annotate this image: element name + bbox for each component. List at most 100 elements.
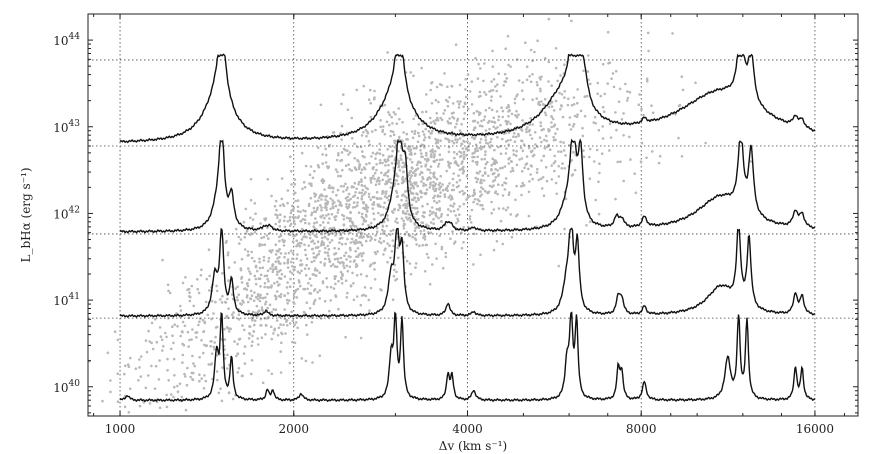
scatter-point bbox=[473, 232, 476, 236]
scatter-point bbox=[309, 284, 313, 287]
scatter-point bbox=[749, 160, 753, 163]
scatter-point bbox=[145, 350, 149, 354]
scatter-point bbox=[221, 366, 224, 369]
scatter-point bbox=[340, 124, 344, 128]
scatter-point bbox=[239, 267, 243, 270]
scatter-point bbox=[484, 153, 487, 157]
scatter-point bbox=[583, 114, 587, 118]
scatter-point bbox=[495, 240, 499, 243]
spectra-lines bbox=[119, 53, 816, 403]
scatter-point bbox=[626, 90, 629, 93]
scatter-point bbox=[396, 175, 400, 178]
scatter-point bbox=[334, 234, 337, 237]
scatter-point bbox=[645, 77, 649, 81]
scatter-point bbox=[369, 181, 373, 184]
scatter-point bbox=[515, 163, 519, 167]
scatter-point bbox=[401, 175, 405, 179]
scatter-point bbox=[385, 224, 389, 228]
scatter-point bbox=[680, 155, 684, 158]
scatter-point bbox=[183, 372, 186, 376]
scatter-point bbox=[173, 323, 176, 327]
scatter-point bbox=[427, 224, 430, 228]
scatter-point bbox=[106, 351, 110, 355]
scatter-point bbox=[355, 295, 359, 298]
scatter-point bbox=[284, 332, 287, 335]
scatter-point bbox=[243, 362, 247, 365]
scatter-point bbox=[359, 171, 363, 175]
scatter-point bbox=[589, 82, 592, 86]
scatter-point bbox=[167, 379, 170, 382]
scatter-point bbox=[476, 155, 480, 159]
scatter-point bbox=[450, 85, 454, 88]
scatter-point bbox=[381, 228, 384, 232]
scatter-point bbox=[480, 119, 483, 123]
scatter-point bbox=[449, 204, 453, 207]
scatter-point bbox=[433, 189, 436, 193]
scatter-point bbox=[153, 387, 157, 391]
scatter-point bbox=[509, 213, 513, 216]
scatter-point bbox=[651, 150, 654, 153]
scatter-point bbox=[420, 143, 424, 147]
scatter-point bbox=[526, 126, 529, 129]
scatter-point bbox=[347, 192, 351, 196]
scatter-point bbox=[607, 61, 610, 65]
scatter-point bbox=[271, 248, 274, 252]
scatter-point bbox=[424, 183, 428, 187]
scatter-point bbox=[253, 202, 257, 205]
scatter-point bbox=[515, 95, 518, 98]
scatter-point bbox=[200, 339, 203, 342]
scatter-point bbox=[436, 116, 439, 120]
scatter-point bbox=[490, 200, 493, 204]
scatter-point bbox=[283, 239, 286, 243]
scatter-point bbox=[510, 235, 514, 239]
scatter-point bbox=[599, 94, 603, 98]
scatter-point bbox=[291, 251, 295, 255]
scatter-point bbox=[336, 211, 340, 214]
scatter-point bbox=[429, 183, 432, 186]
scatter-point bbox=[484, 150, 487, 153]
scatter-point bbox=[161, 258, 164, 262]
scatter-point bbox=[209, 344, 212, 348]
scatter-point bbox=[624, 82, 627, 86]
scatter-point bbox=[519, 185, 523, 188]
scatter-point bbox=[310, 213, 313, 217]
scatter-point bbox=[227, 307, 230, 311]
scatter-point bbox=[456, 208, 460, 211]
scatter-point bbox=[351, 221, 355, 225]
scatter-point bbox=[273, 327, 277, 331]
scatter-point bbox=[423, 235, 427, 238]
scatter-point bbox=[321, 181, 325, 184]
scatter-point bbox=[321, 214, 325, 217]
scatter-point bbox=[273, 204, 277, 208]
scatter-point bbox=[489, 140, 492, 144]
scatter-point bbox=[595, 148, 599, 152]
scatter-point bbox=[466, 140, 469, 143]
scatter-point bbox=[514, 154, 518, 157]
scatter-point bbox=[296, 326, 299, 330]
scatter-point bbox=[483, 91, 486, 94]
scatter-point bbox=[543, 138, 546, 142]
scatter-point bbox=[272, 308, 275, 311]
scatter-point bbox=[249, 198, 253, 202]
scatter-point bbox=[377, 176, 381, 180]
scatter-point bbox=[424, 110, 428, 113]
scatter-point bbox=[398, 164, 401, 167]
scatter-point bbox=[372, 201, 376, 204]
scatter-point bbox=[484, 109, 488, 112]
scatter-point bbox=[468, 217, 472, 221]
scatter-point bbox=[258, 299, 262, 303]
scatter-point bbox=[250, 372, 253, 376]
scatter-point bbox=[393, 263, 397, 267]
scatter-point bbox=[285, 286, 289, 289]
scatter-point bbox=[560, 167, 564, 170]
scatter-point bbox=[514, 114, 517, 117]
scatter-point bbox=[291, 257, 294, 261]
scatter-point bbox=[501, 242, 505, 246]
scatter-point bbox=[458, 168, 462, 171]
scatter-point bbox=[543, 111, 547, 114]
scatter-point bbox=[419, 149, 422, 152]
scatter-point bbox=[423, 146, 426, 149]
scatter-point bbox=[383, 158, 387, 162]
scatter-point bbox=[344, 242, 348, 246]
scatter-point bbox=[311, 239, 315, 242]
